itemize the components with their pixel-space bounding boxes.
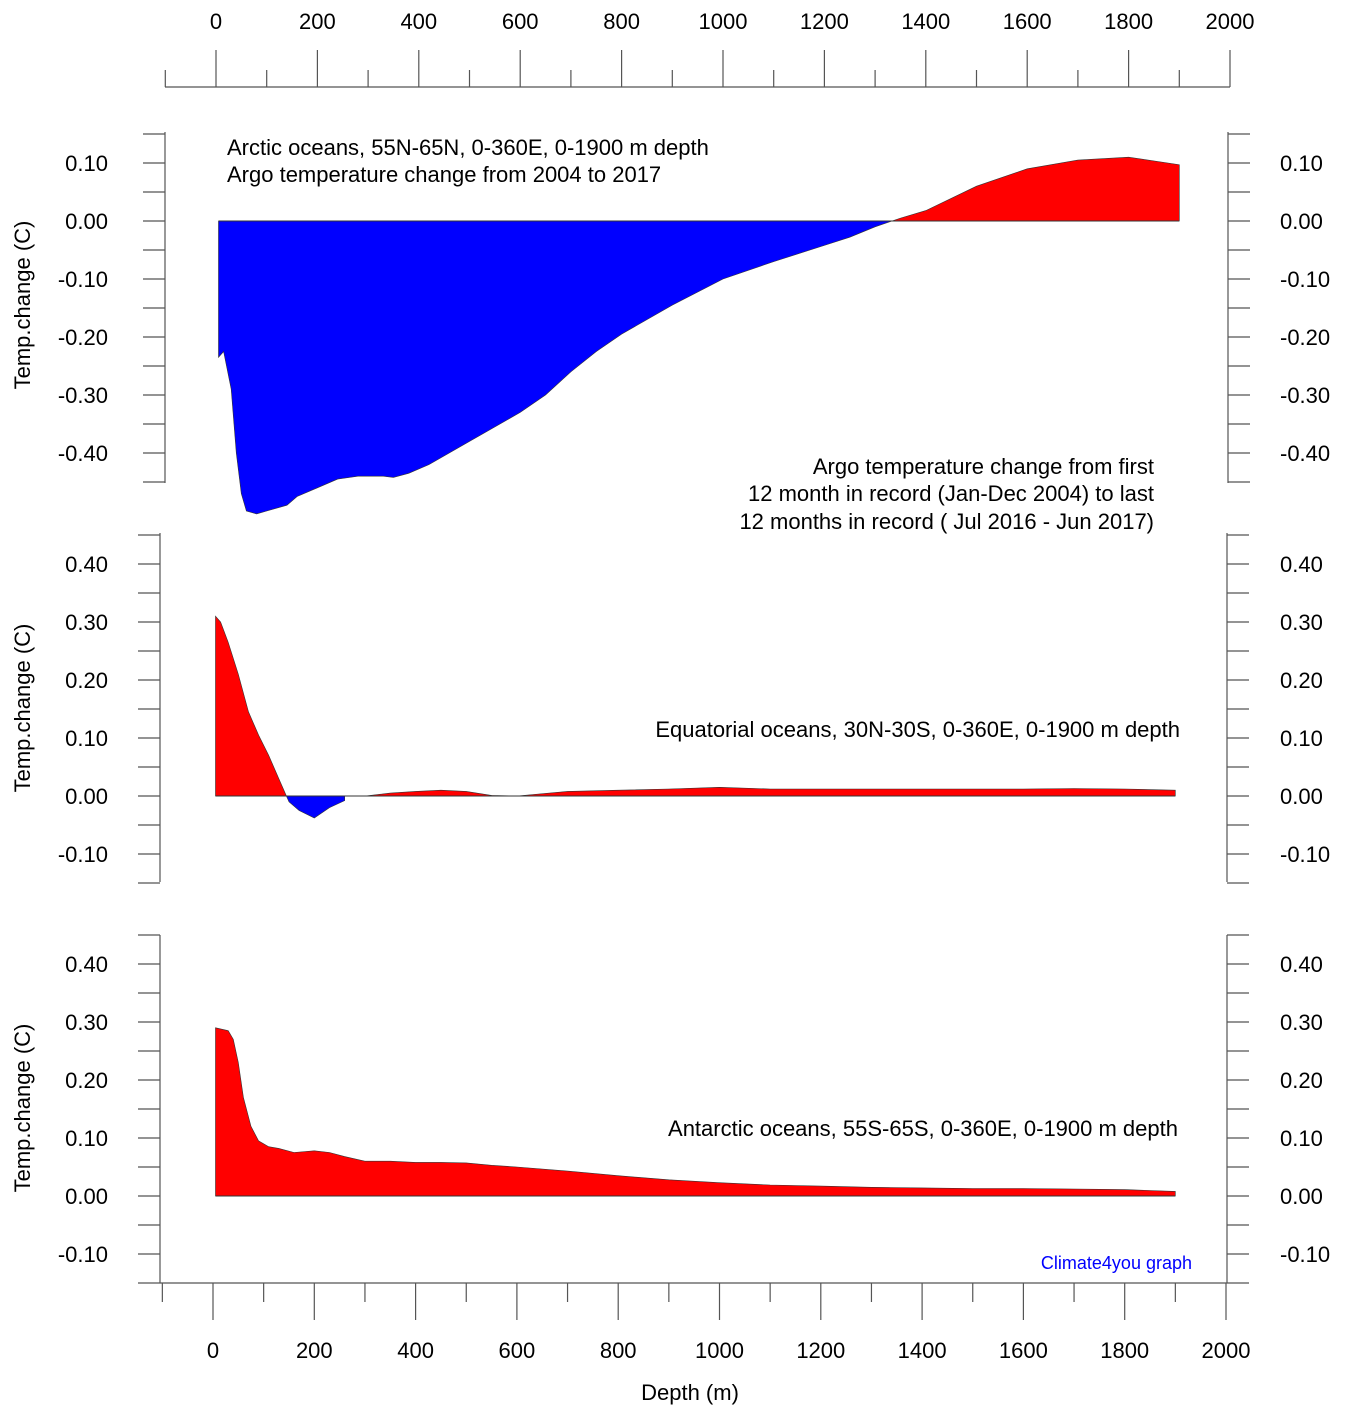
bottom-x-tick-label: 1000: [695, 1338, 744, 1363]
top-x-tick-label: 1000: [699, 9, 748, 34]
left-y-tick-label: -0.20: [58, 325, 108, 350]
left-y-tick-label: -0.10: [58, 1242, 108, 1267]
left-y-tick-label: -0.10: [58, 842, 108, 867]
antarctic-title: Antarctic oceans, 55S-65S, 0-360E, 0-190…: [668, 1116, 1178, 1141]
left-y-tick-label: -0.30: [58, 383, 108, 408]
right-y-tick-label: 0.40: [1280, 952, 1323, 977]
warming-area: [215, 1027, 1176, 1197]
top-x-tick-label: 1600: [1003, 9, 1052, 34]
arctic-title-line-2: Argo temperature change from 2004 to 201…: [227, 162, 661, 187]
antarctic-axes: 0.40 0.30 0.20 0.10 0.00 -0.10 0.40 0.30 0.20 0.1…: [58, 934, 1330, 1284]
bottom-x-tick-label: 1600: [999, 1338, 1048, 1363]
left-y-tick-label: 0.30: [65, 1010, 108, 1035]
top-x-tick-label: 600: [502, 9, 539, 34]
bottom-x-tick-label: 1200: [796, 1338, 845, 1363]
warming-area: [891, 156, 1180, 222]
top-x-tick-label: 0: [210, 9, 222, 34]
left-y-tick-label: 0.10: [65, 151, 108, 176]
right-y-tick-label: 0.10: [1280, 151, 1323, 176]
bottom-depth-axis: 0 200 400 600 800 1000 1200 1400 1600 1800 2000: [160, 1282, 1251, 1363]
top-x-tick-label: 2000: [1206, 9, 1255, 34]
left-y-tick-label: -0.10: [58, 267, 108, 292]
right-y-tick-label: 0.10: [1280, 1126, 1323, 1151]
arctic-axes: 0.10 0.00 -0.10 -0.20 -0.30 -0.40 0.10 0.00 -0.1…: [58, 132, 1330, 483]
argo-annotation-line-2: 12 month in record (Jan-Dec 2004) to las…: [748, 481, 1154, 506]
right-y-tick-label: 0.00: [1280, 1184, 1323, 1209]
right-y-tick-label: 0.20: [1280, 1068, 1323, 1093]
equatorial-axes: 0.40 0.30 0.20 0.10 0.00 -0.10 0.40 0.30 0.20 0.1…: [58, 533, 1330, 884]
left-y-tick-label: 0.20: [65, 668, 108, 693]
left-y-tick-label: 0.20: [65, 1068, 108, 1093]
equatorial-y-axis-title: Temp.change (C): [10, 624, 35, 793]
top-x-tick-label: 1200: [800, 9, 849, 34]
left-y-tick-label: 0.00: [65, 784, 108, 809]
right-y-tick-label: -0.10: [1280, 267, 1330, 292]
left-y-tick-label: -0.40: [58, 441, 108, 466]
equatorial-title: Equatorial oceans, 30N-30S, 0-360E, 0-19…: [655, 717, 1180, 742]
antarctic-area-layer: [215, 1027, 1176, 1197]
right-y-tick-label: 0.00: [1280, 784, 1323, 809]
right-y-tick-label: -0.30: [1280, 383, 1330, 408]
top-x-tick-label: 400: [400, 9, 437, 34]
top-x-tick-label: 1800: [1104, 9, 1153, 34]
left-y-tick-label: 0.40: [65, 952, 108, 977]
left-y-tick-label: 0.00: [65, 209, 108, 234]
warming-area: [215, 615, 287, 797]
bottom-x-tick-label: 1800: [1100, 1338, 1149, 1363]
bottom-x-tick-label: 200: [296, 1338, 333, 1363]
bottom-x-tick-label: 1400: [898, 1338, 947, 1363]
equatorial-area-layer: [215, 615, 1176, 819]
right-y-tick-label: -0.40: [1280, 441, 1330, 466]
left-y-tick-label: 0.40: [65, 552, 108, 577]
left-y-tick-label: 0.00: [65, 1184, 108, 1209]
top-x-tick-label: 1400: [901, 9, 950, 34]
equatorial-panel: 0.40 0.30 0.20 0.10 0.00 -0.10 0.40 0.30 0.20 0.1…: [10, 533, 1330, 884]
right-y-tick-label: -0.20: [1280, 325, 1330, 350]
arctic-title-line-1: Arctic oceans, 55N-65N, 0-360E, 0-1900 m…: [227, 135, 709, 160]
right-y-tick-label: 0.00: [1280, 209, 1323, 234]
bottom-x-tick-label: 0: [207, 1338, 219, 1363]
right-y-tick-label: 0.30: [1280, 610, 1323, 635]
top-x-tick-label: 800: [603, 9, 640, 34]
antarctic-panel: 0.40 0.30 0.20 0.10 0.00 -0.10 0.40 0.30 0.20 0.1…: [10, 934, 1330, 1284]
left-y-tick-label: 0.10: [65, 726, 108, 751]
left-y-tick-label: 0.30: [65, 610, 108, 635]
right-y-tick-label: 0.40: [1280, 552, 1323, 577]
top-x-tick-label: 200: [299, 9, 336, 34]
right-y-tick-label: -0.10: [1280, 1242, 1330, 1267]
arctic-area-layer: [218, 156, 1180, 515]
argo-annotation: Argo temperature change from first 12 mo…: [739, 454, 1154, 534]
cooling-area: [218, 220, 893, 515]
credit-label: Climate4you graph: [1041, 1253, 1192, 1273]
right-y-tick-label: 0.30: [1280, 1010, 1323, 1035]
right-y-tick-label: 0.10: [1280, 726, 1323, 751]
bottom-x-tick-label: 400: [397, 1338, 434, 1363]
cooling-area: [285, 795, 345, 819]
bottom-x-tick-label: 2000: [1202, 1338, 1251, 1363]
top-depth-axis: 0 200 400 600 800 1000 1200 1400 1600 1800 2000: [164, 9, 1255, 88]
right-y-tick-label: -0.10: [1280, 842, 1330, 867]
antarctic-y-axis-title: Temp.change (C): [10, 1024, 35, 1193]
x-axis-title: Depth (m): [641, 1380, 739, 1405]
argo-annotation-line-3: 12 months in record ( Jul 2016 - Jun 201…: [739, 509, 1154, 534]
warming-area: [364, 786, 1176, 797]
arctic-y-axis-title: Temp.change (C): [10, 221, 35, 390]
right-y-tick-label: 0.20: [1280, 668, 1323, 693]
bottom-x-tick-label: 600: [499, 1338, 536, 1363]
arctic-panel: 0.10 0.00 -0.10 -0.20 -0.30 -0.40 0.10 0.00 -0.1…: [10, 132, 1330, 515]
bottom-x-tick-label: 800: [600, 1338, 637, 1363]
argo-annotation-line-1: Argo temperature change from first: [813, 454, 1154, 479]
left-y-tick-label: 0.10: [65, 1126, 108, 1151]
